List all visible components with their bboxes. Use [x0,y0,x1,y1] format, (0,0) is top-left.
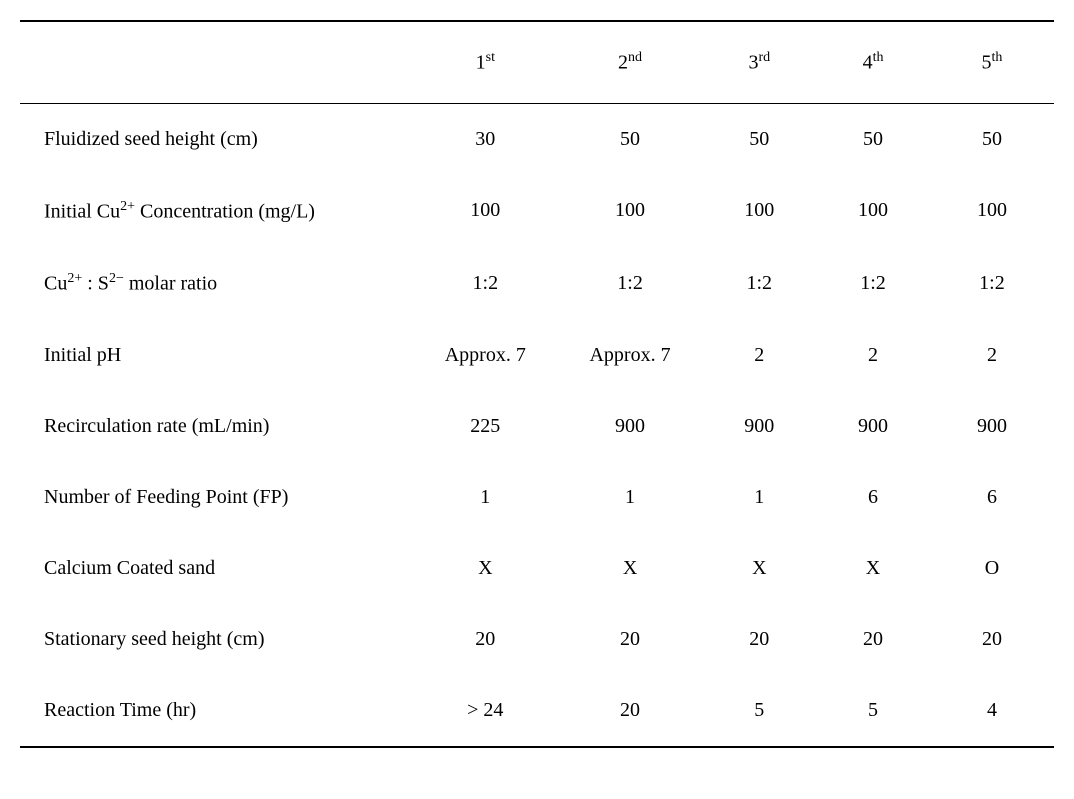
cell-value: Approx. 7 [413,320,558,391]
header-col-2: 2nd [558,21,703,103]
cell-value: 6 [930,462,1054,533]
row-label: Initial pH [20,320,413,391]
cell-value: 1 [413,462,558,533]
cell-value: 20 [702,604,816,675]
table-row: Reaction Time (hr)> 2420554 [20,675,1054,747]
table-row: Cu2+ : S2− molar ratio1:21:21:21:21:2 [20,247,1054,320]
cell-value: 900 [930,391,1054,462]
row-label: Cu2+ : S2− molar ratio [20,247,413,320]
table-row: Recirculation rate (mL/min)2259009009009… [20,391,1054,462]
cell-value: 1:2 [558,247,703,320]
cell-value: 900 [702,391,816,462]
cell-value: 50 [816,103,930,175]
cell-value: X [702,533,816,604]
row-label: Recirculation rate (mL/min) [20,391,413,462]
cell-value: 100 [816,175,930,248]
cell-value: X [413,533,558,604]
cell-value: 5 [702,675,816,747]
table-row: Initial Cu2+ Concentration (mg/L)1001001… [20,175,1054,248]
cell-value: 50 [702,103,816,175]
cell-value: 6 [816,462,930,533]
cell-value: 20 [558,604,703,675]
header-col-3: 3rd [702,21,816,103]
table-row: Number of Feeding Point (FP)11166 [20,462,1054,533]
row-label: Calcium Coated sand [20,533,413,604]
cell-value: 5 [816,675,930,747]
parameters-table: 1st 2nd 3rd 4th 5th Fluidized seed heigh… [20,20,1054,748]
row-label: Stationary seed height (cm) [20,604,413,675]
cell-value: 2 [702,320,816,391]
table-row: Initial pHApprox. 7Approx. 7222 [20,320,1054,391]
cell-value: 1:2 [413,247,558,320]
cell-value: 50 [558,103,703,175]
cell-value: 1:2 [930,247,1054,320]
cell-value: 1 [558,462,703,533]
cell-value: 100 [413,175,558,248]
table-row: Stationary seed height (cm)2020202020 [20,604,1054,675]
cell-value: 225 [413,391,558,462]
cell-value: 2 [930,320,1054,391]
cell-value: 100 [930,175,1054,248]
cell-value: 2 [816,320,930,391]
cell-value: X [816,533,930,604]
cell-value: 900 [816,391,930,462]
row-label: Initial Cu2+ Concentration (mg/L) [20,175,413,248]
row-label: Reaction Time (hr) [20,675,413,747]
cell-value: 1:2 [702,247,816,320]
table-header-row: 1st 2nd 3rd 4th 5th [20,21,1054,103]
cell-value: 50 [930,103,1054,175]
header-col-4: 4th [816,21,930,103]
cell-value: 20 [930,604,1054,675]
cell-value: > 24 [413,675,558,747]
header-col-1: 1st [413,21,558,103]
table-body: Fluidized seed height (cm)3050505050Init… [20,103,1054,747]
cell-value: 20 [816,604,930,675]
cell-value: 4 [930,675,1054,747]
cell-value: O [930,533,1054,604]
cell-value: 30 [413,103,558,175]
cell-value: Approx. 7 [558,320,703,391]
cell-value: 1 [702,462,816,533]
cell-value: 20 [558,675,703,747]
cell-value: X [558,533,703,604]
header-empty [20,21,413,103]
header-col-5: 5th [930,21,1054,103]
cell-value: 1:2 [816,247,930,320]
cell-value: 100 [558,175,703,248]
row-label: Fluidized seed height (cm) [20,103,413,175]
cell-value: 100 [702,175,816,248]
cell-value: 900 [558,391,703,462]
table-row: Calcium Coated sandXXXXO [20,533,1054,604]
row-label: Number of Feeding Point (FP) [20,462,413,533]
cell-value: 20 [413,604,558,675]
table-row: Fluidized seed height (cm)3050505050 [20,103,1054,175]
